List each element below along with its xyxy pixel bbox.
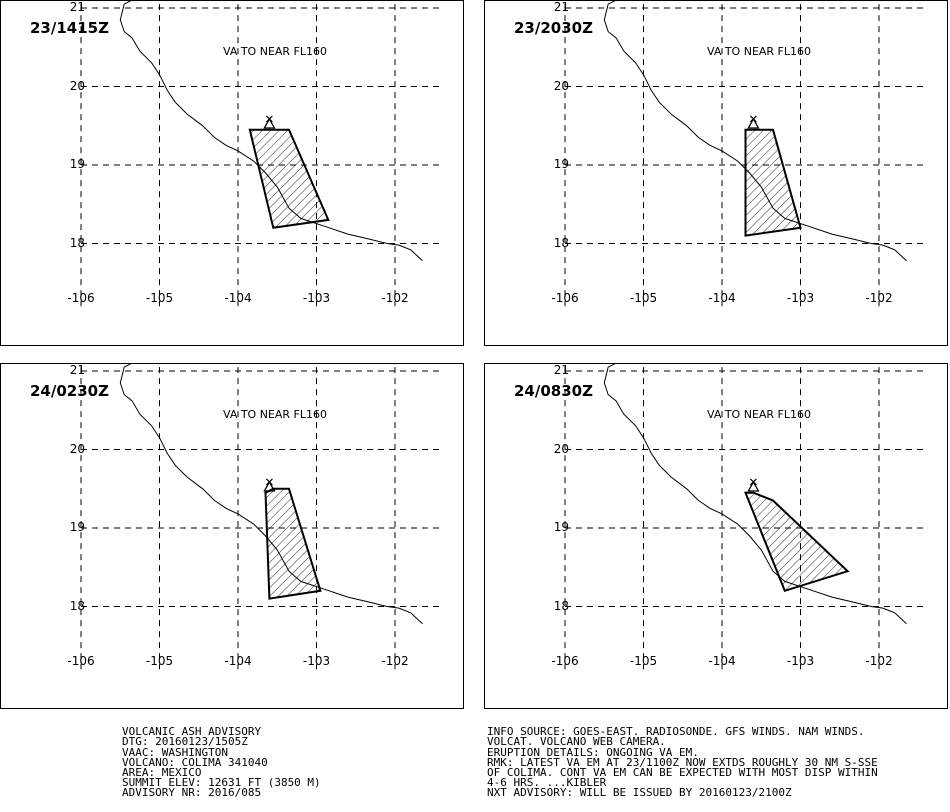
forecast-time: 23/1415Z [30,19,109,37]
longitude-tick-label: -103 [786,291,815,305]
longitude-tick-label: -104 [708,654,736,668]
volcano-icon [265,115,273,123]
map-canvas [564,1,927,307]
advisory-line: VOLCANIC ASH ADVISORY [122,725,262,739]
forecast-time: 24/0230Z [30,382,109,400]
longitude-tick-label: -104 [224,654,252,668]
latitude-tick-label: 19 [69,157,85,171]
longitude-tick-label: -105 [629,654,658,668]
latitude-tick-label: 18 [553,235,569,250]
ash-cloud-polygon [744,128,802,237]
latitude-tick-label: 20 [553,78,569,93]
advisory-header: VOLCANIC ASH ADVISORY DTG: 20160123/1505Z… [122,717,321,809]
latitude-tick-label: 21 [553,363,569,377]
latitude-tick-label: 21 [69,363,85,377]
latitude-tick-label: 21 [69,0,85,14]
map-panel: 24/0830Z VA TO NEAR FL160 21 20 19 18 -106 -1… [484,363,948,709]
longitude-tick-label: -102 [865,291,893,305]
volcano-icon [265,478,273,486]
volcano-icon [747,480,760,492]
longitude-tick-label: -106 [67,654,95,668]
forecast-time: 24/0830Z [514,382,593,400]
longitude-tick-label: -102 [381,291,409,305]
volcano-icon [749,115,757,123]
forecast-time: 23/2030Z [514,19,593,37]
ash-level-label: VA TO NEAR FL160 [707,408,812,421]
advisory-details: INFO SOURCE: GOES-EAST. RADIOSONDE. GFS … [487,717,878,809]
map-canvas [80,364,443,670]
latitude-tick-label: 19 [69,520,85,534]
coastline [603,364,907,625]
advisory-line: RMK: LATEST VA EM AT 23/1100Z NOW EXTDS … [487,755,878,769]
latitude-tick-label: 21 [553,0,569,14]
longitude-tick-label: -106 [67,291,95,305]
map-panel: 23/2030Z VA TO NEAR FL160 21 20 19 18 -106 -1… [484,0,948,346]
map-canvas [564,364,927,670]
advisory-line: VOLCAT. VOLCANO WEB CAMERA. [487,735,666,749]
longitude-tick-label: -103 [786,654,815,668]
ash-cloud-polygon [248,128,330,229]
latitude-tick-label: 20 [69,441,85,456]
longitude-tick-label: -106 [551,654,579,668]
ash-cloud-polygon [264,487,322,600]
latitude-tick-label: 20 [553,441,569,456]
volcano-icon [263,480,276,492]
longitude-tick-label: -105 [629,291,658,305]
coastline [119,1,423,262]
volcano-icon [747,117,760,129]
map-canvas [80,1,443,307]
advisory-line: 4-6 HRS. ...KIBLER [487,776,607,790]
coastline [119,364,423,625]
latitude-tick-label: 18 [69,235,85,250]
ash-level-label: VA TO NEAR FL160 [223,45,328,58]
map-panel: 24/0230Z VA TO NEAR FL160 21 20 19 18 -106 -1… [0,363,464,709]
advisory-line: NXT ADVISORY: WILL BE ISSUED BY 20160123… [487,786,792,800]
latitude-tick-label: 19 [553,520,569,534]
advisory-line: DTG: 20160123/1505Z [122,735,248,749]
longitude-tick-label: -102 [381,654,409,668]
advisory-line: VAAC: WASHINGTON [122,745,228,759]
coastline [603,1,907,262]
latitude-tick-label: 18 [553,598,569,613]
advisory-line: VOLCANO: COLIMA 341040 [122,755,268,769]
latitude-tick-label: 18 [69,598,85,613]
latitude-tick-label: 20 [69,78,85,93]
longitude-tick-label: -104 [224,291,252,305]
volcano-icon [749,478,757,486]
ash-level-label: VA TO NEAR FL160 [707,45,812,58]
ash-level-label: VA TO NEAR FL160 [223,408,328,421]
longitude-tick-label: -102 [865,654,893,668]
advisory-line: AREA: MEXICO [122,766,202,780]
advisory-line: SUMMIT ELEV: 12631 FT (3850 M) [122,776,321,790]
volcano-icon [263,117,276,129]
longitude-tick-label: -103 [302,291,331,305]
longitude-tick-label: -103 [302,654,331,668]
map-panel: 23/1415Z VA TO NEAR FL160 21 20 19 18 -106 -1… [0,0,464,346]
ash-cloud-polygon [744,491,850,593]
advisory-line: OF COLIMA. CONT VA EM CAN BE EXPECTED WI… [487,766,878,780]
longitude-tick-label: -105 [145,654,174,668]
longitude-tick-label: -104 [708,291,736,305]
longitude-tick-label: -106 [551,291,579,305]
advisory-line: ERUPTION DETAILS: ONGOING VA EM. [487,745,699,759]
advisory-line: ADVISORY NR: 2016/085 [122,786,262,800]
latitude-tick-label: 19 [553,157,569,171]
longitude-tick-label: -105 [145,291,174,305]
advisory-line: INFO SOURCE: GOES-EAST. RADIOSONDE. GFS … [487,725,865,739]
